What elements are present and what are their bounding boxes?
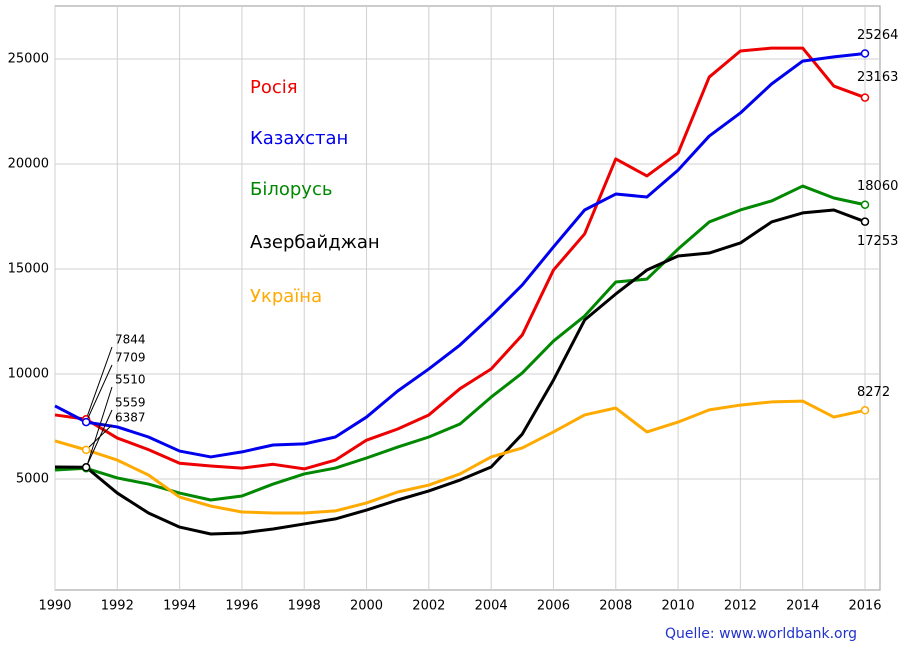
x-tick-label: 2012	[724, 599, 757, 614]
y-tick-label: 20000	[8, 157, 49, 172]
data-label: 17253	[857, 234, 898, 249]
point-marker	[860, 406, 870, 415]
y-tick-label: 10000	[8, 367, 49, 382]
point-marker	[860, 49, 870, 58]
x-tick-label: 2004	[475, 599, 508, 614]
leader-line	[85, 346, 113, 420]
data-label: 7709	[115, 351, 146, 365]
x-tick-label: 1990	[38, 599, 71, 614]
leader-line	[85, 364, 113, 423]
point-marker	[860, 200, 870, 209]
data-label: 5510	[115, 373, 146, 387]
data-label: 7844	[115, 333, 146, 347]
x-tick-label: 2002	[412, 599, 445, 614]
x-tick-label: 2016	[848, 599, 881, 614]
x-tick-label: 1996	[225, 599, 258, 614]
point-marker	[81, 463, 91, 472]
data-label: 6387	[115, 411, 146, 425]
x-tick-label: 1998	[288, 599, 321, 614]
x-tick-label: 2014	[786, 599, 819, 614]
series-line	[54, 184, 866, 502]
legend-entry: Білорусь	[250, 179, 332, 200]
point-marker	[860, 93, 870, 102]
data-label: 8272	[857, 385, 890, 400]
leader-line	[85, 424, 113, 451]
x-tick-label: 2006	[537, 599, 570, 614]
series-line	[54, 208, 866, 536]
legend-entry: Казахстан	[250, 128, 348, 149]
plot-frame	[54, 5, 881, 591]
data-label: 23163	[857, 70, 898, 85]
x-tick-label: 1992	[101, 599, 134, 614]
point-marker	[860, 217, 870, 226]
x-tick-label: 2008	[599, 599, 632, 614]
data-label: 18060	[857, 179, 898, 194]
y-tick-label: 5000	[16, 472, 49, 487]
series-line	[54, 399, 866, 515]
leader-line	[85, 386, 113, 469]
data-label: 5559	[115, 396, 146, 410]
series-line	[54, 51, 866, 459]
y-tick-label: 15000	[8, 262, 49, 277]
point-marker	[81, 417, 91, 427]
leader-line	[85, 409, 113, 468]
y-tick-label: 25000	[8, 52, 49, 67]
legend-entry: Росія	[250, 77, 298, 98]
x-tick-label: 1994	[163, 599, 196, 614]
x-tick-label: 2010	[662, 599, 695, 614]
legend-entry: Азербайджан	[250, 232, 380, 253]
point-marker	[81, 445, 91, 455]
legend-entry: Україна	[250, 286, 322, 307]
source: Quelle: www.worldbank.org	[665, 626, 857, 642]
x-tick-label: 2000	[350, 599, 383, 614]
data-label: 25264	[857, 28, 898, 43]
series-line	[54, 46, 866, 471]
